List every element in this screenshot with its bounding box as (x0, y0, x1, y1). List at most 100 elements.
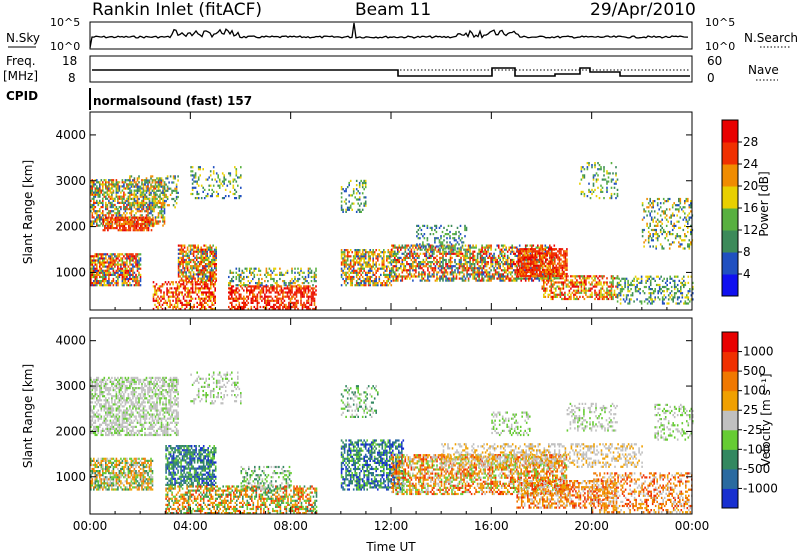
data-cell (418, 254, 420, 257)
data-cell (106, 191, 109, 194)
data-cell (285, 307, 287, 311)
data-cell (121, 181, 124, 184)
data-cell (528, 265, 530, 268)
data-cell (124, 263, 127, 266)
data-cell (255, 285, 257, 288)
data-cell (277, 297, 280, 300)
data-cell (424, 261, 426, 264)
data-cell (249, 269, 251, 272)
data-cell (112, 183, 115, 186)
data-cell (194, 273, 196, 276)
data-cell (440, 269, 443, 272)
data-cell (129, 253, 131, 256)
data-cell (167, 299, 170, 302)
data-cell (186, 261, 189, 264)
data-cell (190, 283, 192, 286)
data-cell (160, 289, 162, 292)
data-cell (566, 254, 568, 257)
data-cell (220, 182, 222, 185)
data-cell (536, 250, 538, 253)
data-cell (180, 246, 183, 249)
data-cell (469, 250, 471, 253)
data-cell (150, 224, 152, 227)
data-cell (315, 269, 317, 272)
data-cell (490, 275, 492, 278)
data-cell (463, 263, 465, 266)
data-cell (372, 284, 374, 287)
data-cell (253, 267, 256, 270)
data-cell (180, 263, 183, 266)
data-cell (108, 263, 110, 266)
data-cell (247, 285, 250, 288)
data-cell (482, 252, 485, 255)
data-cell (555, 287, 557, 290)
data-cell (99, 257, 101, 260)
data-cell (520, 268, 523, 271)
data-cell (478, 248, 480, 251)
data-cell (131, 225, 133, 228)
data-cell (181, 293, 183, 296)
data-cell (90, 220, 92, 223)
data-cell (358, 251, 361, 254)
data-cell (203, 250, 205, 253)
data-cell (250, 280, 253, 283)
data-cell (117, 269, 119, 272)
data-cell (177, 244, 180, 247)
data-cell (531, 266, 534, 269)
data-cell (373, 267, 376, 270)
data-cell (120, 269, 122, 272)
data-cell (401, 263, 404, 266)
data-cell (214, 287, 216, 290)
data-cell (115, 212, 118, 215)
data-cell (130, 284, 133, 287)
data-cell (511, 271, 513, 274)
data-cell (167, 305, 170, 309)
data-cell (166, 283, 168, 286)
data-cell (147, 220, 150, 224)
data-cell (295, 285, 298, 288)
data-cell (430, 265, 432, 268)
nave-line (92, 67, 690, 77)
data-cell (108, 195, 110, 198)
data-cell (390, 271, 393, 274)
data-cell (283, 287, 286, 290)
data-cell (375, 271, 377, 274)
data-cell (141, 195, 143, 198)
data-cell (243, 289, 245, 292)
data-cell (156, 204, 158, 207)
data-cell (208, 295, 210, 298)
data-cell (170, 287, 173, 290)
noise-tick-hi: 10^5 (50, 16, 80, 29)
data-cell (182, 279, 184, 282)
data-cell (134, 225, 136, 228)
data-cell (564, 279, 566, 282)
data-cell (197, 287, 200, 290)
data-cell (545, 268, 547, 271)
data-cell (340, 284, 343, 287)
data-cell (564, 266, 567, 269)
data-cell (467, 246, 470, 249)
data-cell (358, 277, 361, 281)
data-cell (523, 272, 526, 276)
data-cell (361, 255, 364, 258)
data-cell (187, 303, 189, 306)
data-cell (104, 218, 106, 221)
data-cell (407, 273, 410, 276)
data-cell (514, 269, 516, 272)
data-cell (215, 246, 217, 249)
data-cell (543, 293, 545, 296)
data-cell (485, 273, 488, 276)
data-cell (295, 305, 298, 309)
data-cell (208, 287, 210, 290)
data-cell (157, 212, 160, 215)
data-cell (561, 274, 564, 278)
data-cell (355, 249, 358, 252)
data-cell (552, 256, 555, 259)
data-cell (163, 283, 165, 286)
data-cell (109, 187, 112, 190)
data-cell (195, 254, 198, 257)
data-cell (198, 265, 201, 268)
data-cell (159, 206, 161, 209)
data-cell (449, 261, 452, 264)
data-cell (194, 283, 197, 286)
